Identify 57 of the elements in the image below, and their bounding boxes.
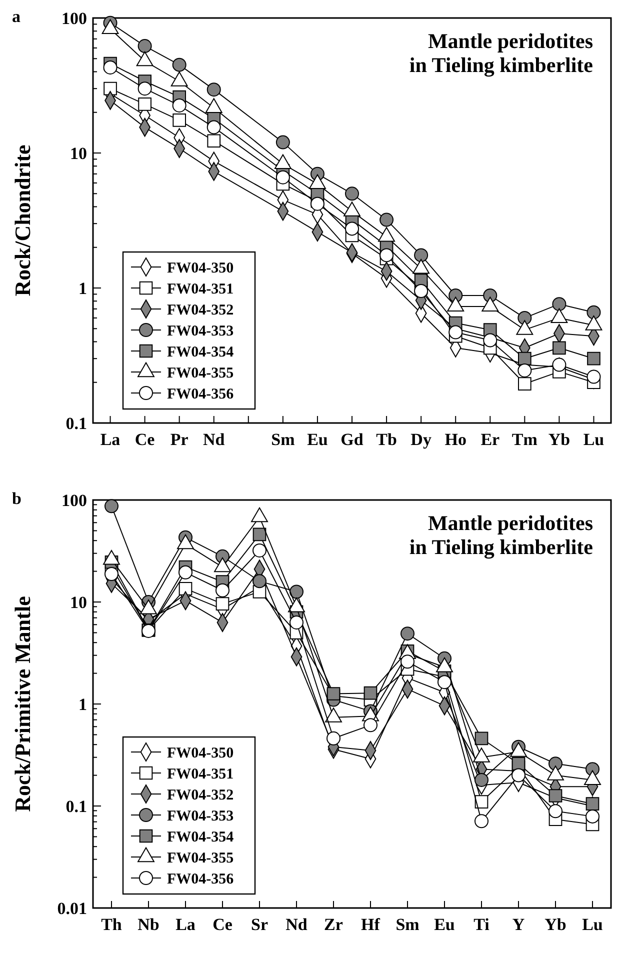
y-axis-title: Rock/Chondrite [10,144,35,296]
y-tick-label: 100 [62,490,87,510]
legend-label: FW04-353 [167,808,234,824]
x-tick-label: Hf [361,915,380,934]
legend-label: FW04-351 [167,281,234,298]
x-tick-label: La [176,915,196,934]
x-tick-label: Nd [286,915,308,934]
legend-label: FW04-352 [167,787,234,804]
x-tick-label: Dy [410,430,432,449]
x-tick-label: Ce [212,915,233,934]
x-tick-label: Sm [396,915,420,934]
x-tick-label: Er [480,430,500,449]
x-tick-label: Nd [203,430,226,449]
x-tick-label: Nb [138,915,160,934]
legend-label: FW04-356 [167,386,234,402]
y-tick-label: 0.1 [66,414,87,433]
x-tick-label: Ti [474,915,490,934]
annotation: Mantle peridotites in Tieling kimberlite [409,29,593,77]
legend-label: FW04-353 [167,323,234,340]
x-tick-label: Th [101,915,122,934]
legend-label: FW04-352 [167,302,234,318]
x-tick-label: Ce [134,430,156,449]
x-tick-label: La [100,430,121,449]
x-tick-label: Tm [512,430,538,449]
y-tick-label: 100 [62,8,87,28]
legend-label: FW04-355 [167,850,234,866]
legend-label: FW04-354 [167,344,234,360]
y-tick-label: 0.1 [66,796,87,816]
y-tick-label: 1 [78,278,87,298]
legend-label: FW04-355 [167,365,234,382]
y-tick-label: 1 [78,694,87,714]
x-tick-label: Zr [324,915,344,934]
legend-label: FW04-350 [167,745,234,762]
x-tick-label: Y [512,915,525,934]
x-tick-label: Yb [544,915,566,934]
x-tick-label: Eu [434,915,455,934]
x-tick-label: Lu [582,915,603,934]
y-tick-label: 0.01 [57,898,87,918]
legend-label: FW04-354 [167,829,234,846]
legend-label: FW04-356 [167,871,234,888]
x-tick-label: Sm [271,430,295,449]
y-axis-title: Rock/Primitive Mantle [10,596,35,812]
chart-title: a [12,7,21,26]
x-tick-label: Tb [376,430,397,449]
legend-label: FW04-351 [167,766,234,782]
x-tick-label: Ho [444,430,466,449]
x-tick-label: Pr [170,430,189,449]
chart-title: b [12,489,22,508]
y-tick-label: 10 [70,144,87,163]
x-tick-label: Lu [583,430,604,449]
x-tick-label: Gd [340,430,364,449]
x-tick-label: Eu [307,430,328,449]
y-tick-label: 10 [70,592,87,612]
x-tick-label: Yb [548,430,570,449]
x-tick-label: Sr [251,915,268,934]
annotation: Mantle peridotites in Tieling kimberlite [409,511,593,559]
legend-label: FW04-350 [167,260,234,276]
